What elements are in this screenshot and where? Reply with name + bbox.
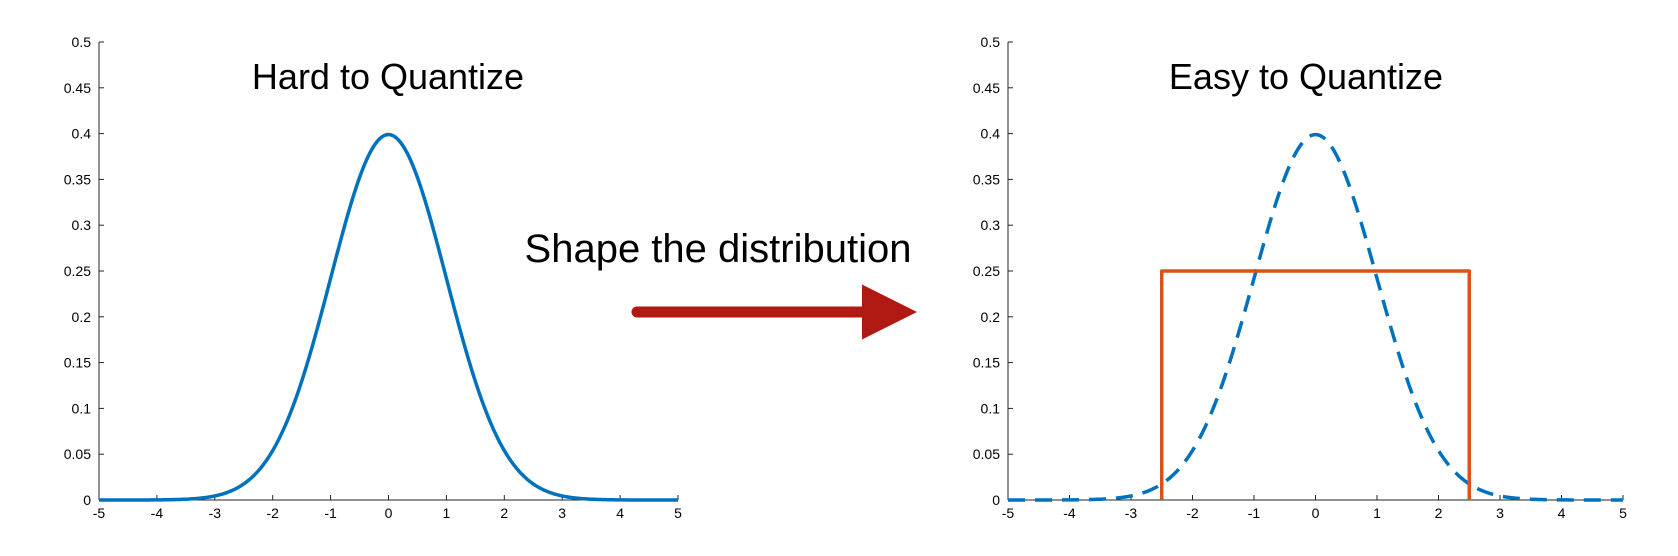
left-x-tick-label: -5 (93, 505, 106, 521)
right-x-tick-label: 4 (1558, 505, 1566, 521)
left-chart: 0 0.05 0.1 0.15 0.2 0.25 0.3 0.35 0.4 0.45 0.5 -5 -4… (64, 34, 682, 521)
right-y-tick-label: 0.05 (973, 446, 1000, 462)
right-y-tick-label: 0.35 (973, 171, 1000, 187)
right-y-tick-label: 0.25 (973, 263, 1000, 279)
left-y-tick-label: 0.45 (64, 80, 91, 96)
left-y-tick-label: 0.35 (64, 171, 91, 187)
right-series-0-line (1008, 132, 1623, 502)
left-x-tick-label: -4 (151, 505, 164, 521)
left-y-tick-label: 0.3 (72, 217, 92, 233)
right-chart-title: Easy to Quantize (1169, 56, 1443, 97)
left-series-0-line (99, 132, 678, 502)
annotation: Shape the distribution (525, 227, 917, 340)
right-x-tick-label: 5 (1619, 505, 1627, 521)
right-y-tick-label: 0.45 (973, 80, 1000, 96)
right-x-tick-label: -3 (1125, 505, 1138, 521)
left-y-tick-label: 0 (83, 492, 91, 508)
left-y-tick-label: 0.2 (72, 309, 92, 325)
right-x-tick-label: 3 (1496, 505, 1504, 521)
left-x-tick-label: 0 (385, 505, 393, 521)
right-x-tick-label: -5 (1002, 505, 1015, 521)
left-x-tick-label: -3 (209, 505, 222, 521)
right-x-tick-label: -4 (1063, 505, 1076, 521)
left-chart-title: Hard to Quantize (252, 56, 524, 97)
right-y-tick-label: 0.5 (981, 34, 1001, 50)
right-x-tick-label: -2 (1186, 505, 1199, 521)
right-chart: 0 0.05 0.1 0.15 0.2 0.25 0.3 0.35 0.4 0.45 0.5 -5 -4… (973, 34, 1627, 521)
right-series-1-line (1160, 269, 1471, 500)
left-x-tick-label: -1 (324, 505, 337, 521)
right-x-tick-label: 2 (1435, 505, 1443, 521)
left-y-tick-label: 0.15 (64, 355, 91, 371)
left-y-tick-label: 0.1 (72, 400, 92, 416)
right-y-tick-label: 0.1 (981, 400, 1001, 416)
left-x-tick-label: 1 (443, 505, 451, 521)
left-y-tick-label: 0.4 (72, 126, 92, 142)
right-y-tick-label: 0.2 (981, 309, 1001, 325)
left-y-tick-label: 0.05 (64, 446, 91, 462)
left-chart-plot-area: 0 0.05 0.1 0.15 0.2 0.25 0.3 0.35 0.4 0.45 0.5 -5 -4… (64, 34, 682, 521)
right-x-tick-label: 0 (1312, 505, 1320, 521)
right-y-tick-label: 0.15 (973, 355, 1000, 371)
left-y-tick-label: 0.5 (72, 34, 92, 50)
right-y-tick-label: 0.3 (981, 217, 1001, 233)
annotation-text: Shape the distribution (525, 227, 912, 271)
left-x-tick-label: 2 (500, 505, 508, 521)
left-x-tick-label: 3 (558, 505, 566, 521)
right-x-tick-label: 1 (1373, 505, 1381, 521)
right-y-tick-label: 0.4 (981, 126, 1001, 142)
right-x-tick-label: -1 (1248, 505, 1261, 521)
left-y-tick-label: 0.25 (64, 263, 91, 279)
left-x-tick-label: 4 (616, 505, 624, 521)
left-x-tick-label: -2 (266, 505, 279, 521)
right-chart-plot-area: 0 0.05 0.1 0.15 0.2 0.25 0.3 0.35 0.4 0.45 0.5 -5 -4… (973, 34, 1627, 521)
left-x-tick-label: 5 (674, 505, 682, 521)
right-y-tick-label: 0 (992, 492, 1000, 508)
